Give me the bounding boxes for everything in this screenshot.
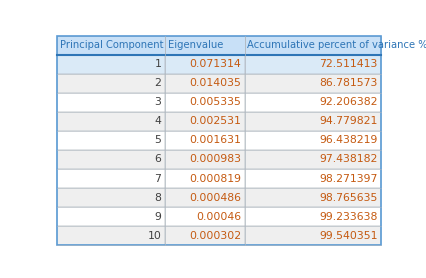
Bar [57, 54, 165, 74]
Bar [57, 74, 165, 93]
Bar [244, 131, 380, 150]
Bar [244, 74, 380, 93]
Text: 94.779821: 94.779821 [319, 116, 377, 126]
Text: 3: 3 [154, 97, 161, 107]
Text: 99.540351: 99.540351 [318, 231, 377, 241]
Text: 9: 9 [154, 212, 161, 222]
Text: Accumulative percent of variance %: Accumulative percent of variance % [247, 40, 426, 50]
Text: 0.071314: 0.071314 [189, 59, 241, 69]
Bar [244, 188, 380, 207]
Bar [244, 169, 380, 188]
Bar [165, 169, 244, 188]
Bar [57, 93, 165, 112]
Text: 0.001631: 0.001631 [189, 135, 241, 145]
Text: 0.014035: 0.014035 [189, 78, 241, 88]
Bar [165, 74, 244, 93]
Text: Principal Component: Principal Component [60, 40, 163, 50]
Bar [165, 36, 244, 54]
Bar [57, 226, 165, 245]
Bar [57, 36, 165, 54]
Text: 97.438182: 97.438182 [319, 155, 377, 165]
Text: 98.765635: 98.765635 [319, 193, 377, 203]
Text: 99.233638: 99.233638 [319, 212, 377, 222]
Text: 92.206382: 92.206382 [318, 97, 377, 107]
Bar [244, 207, 380, 226]
Bar [57, 131, 165, 150]
Bar [244, 36, 380, 54]
Bar [165, 93, 244, 112]
Bar [165, 150, 244, 169]
Bar [244, 150, 380, 169]
Text: 0.000983: 0.000983 [189, 155, 241, 165]
Text: 0.000486: 0.000486 [189, 193, 241, 203]
Bar [244, 93, 380, 112]
Text: 0.00046: 0.00046 [196, 212, 241, 222]
Text: 0.002531: 0.002531 [189, 116, 241, 126]
Bar [165, 54, 244, 74]
Bar [165, 188, 244, 207]
Bar [57, 207, 165, 226]
Bar [244, 112, 380, 131]
Text: 0.000819: 0.000819 [189, 173, 241, 183]
Text: 1: 1 [154, 59, 161, 69]
Bar [165, 131, 244, 150]
Text: 96.438219: 96.438219 [319, 135, 377, 145]
Text: 98.271397: 98.271397 [319, 173, 377, 183]
Text: 2: 2 [154, 78, 161, 88]
Bar [57, 188, 165, 207]
Bar [57, 150, 165, 169]
Text: 0.005335: 0.005335 [189, 97, 241, 107]
Text: Eigenvalue: Eigenvalue [167, 40, 223, 50]
Bar [165, 207, 244, 226]
Text: 10: 10 [147, 231, 161, 241]
Text: 5: 5 [154, 135, 161, 145]
Bar [57, 169, 165, 188]
Text: 7: 7 [154, 173, 161, 183]
Text: 4: 4 [154, 116, 161, 126]
Bar [57, 112, 165, 131]
Text: 72.511413: 72.511413 [319, 59, 377, 69]
Text: 0.000302: 0.000302 [189, 231, 241, 241]
Text: 86.781573: 86.781573 [319, 78, 377, 88]
Bar [165, 226, 244, 245]
Bar [244, 226, 380, 245]
Bar [244, 54, 380, 74]
Text: 6: 6 [154, 155, 161, 165]
Bar [165, 112, 244, 131]
Text: 8: 8 [154, 193, 161, 203]
